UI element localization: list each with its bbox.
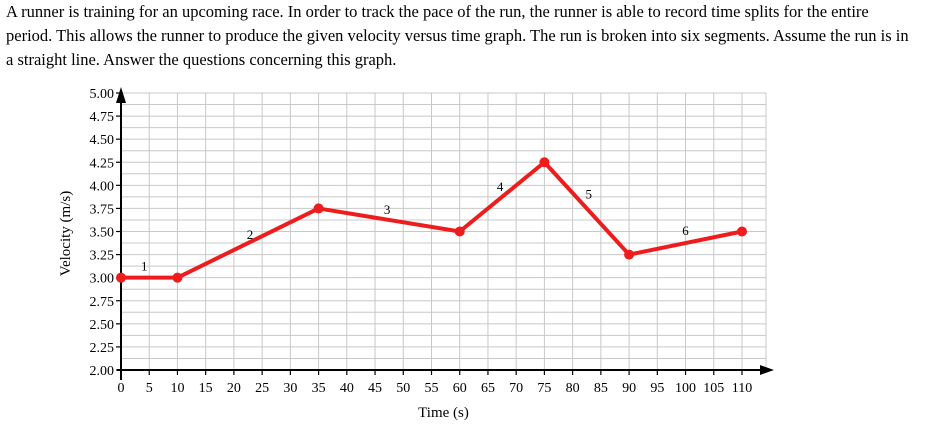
x-tick-label: 0 <box>118 381 125 396</box>
data-point <box>313 203 324 214</box>
data-point <box>624 249 635 260</box>
y-tick-label: 3.00 <box>90 272 115 287</box>
data-point <box>737 226 747 237</box>
x-tick-label: 100 <box>675 381 696 396</box>
y-tick-label: 2.00 <box>90 364 115 379</box>
segment-label: 4 <box>497 179 504 194</box>
y-tick-label: 2.75 <box>90 295 115 310</box>
x-tick-label: 75 <box>537 381 551 396</box>
x-tick-label: 10 <box>170 381 184 396</box>
x-axis-arrow <box>760 365 774 375</box>
x-tick-label: 55 <box>425 381 439 396</box>
velocity-series <box>116 157 747 283</box>
x-tick-label: 50 <box>396 381 410 396</box>
x-tick-label: 40 <box>340 381 354 396</box>
data-point <box>454 226 465 237</box>
y-tick-label: 4.50 <box>90 133 115 148</box>
x-tick-label: 35 <box>312 381 326 396</box>
x-tick-label: 80 <box>566 381 580 396</box>
data-point <box>172 272 183 283</box>
segment-label: 5 <box>586 186 593 201</box>
y-axis-label: Velocity (m/s) <box>58 191 74 276</box>
x-tick-label: 65 <box>481 381 495 396</box>
x-tick-label: 15 <box>199 381 213 396</box>
y-tick-label: 3.50 <box>90 226 115 241</box>
chart-axes <box>116 87 774 380</box>
y-tick-label: 4.25 <box>90 156 115 171</box>
y-tick-label: 2.25 <box>90 341 115 356</box>
x-tick-label: 45 <box>368 381 382 396</box>
y-axis-ticks: 2.00 2.25 2.50 2.75 3.00 3.25 3.50 3.75 4.00 4.25… <box>90 87 121 379</box>
segment-labels: 1 2 3 4 5 6 <box>141 179 689 274</box>
y-tick-label: 2.50 <box>90 318 115 333</box>
segment-label: 2 <box>247 227 254 242</box>
x-tick-label: 105 <box>703 381 724 396</box>
y-tick-label: 5.00 <box>90 87 115 102</box>
y-tick-label: 3.25 <box>90 249 115 264</box>
y-tick-label: 3.75 <box>90 202 115 217</box>
x-axis-label: Time (s) <box>418 405 469 421</box>
x-tick-label: 95 <box>650 381 664 396</box>
segment-label: 6 <box>682 223 689 238</box>
x-tick-label: 90 <box>622 381 636 396</box>
x-tick-label: 70 <box>509 381 523 396</box>
segment-label: 1 <box>141 259 148 274</box>
y-tick-label: 4.00 <box>90 179 115 194</box>
y-tick-label: 4.75 <box>90 110 115 125</box>
x-tick-label: 85 <box>594 381 608 396</box>
x-tick-label: 110 <box>732 381 752 396</box>
data-point <box>116 272 126 283</box>
chart-grid <box>120 92 767 371</box>
x-axis-ticks: 0 5 10 15 20 25 30 35 40 45 50 55 60 65 70 75 80 85 90 95 10… <box>118 370 752 396</box>
data-point <box>539 157 550 168</box>
x-tick-label: 5 <box>146 381 153 396</box>
segment-label: 3 <box>384 202 391 217</box>
problem-text: A runner is training for an upcoming rac… <box>6 2 909 69</box>
x-tick-label: 25 <box>255 381 269 396</box>
y-axis-arrow <box>116 87 126 103</box>
x-tick-label: 30 <box>283 381 297 396</box>
x-tick-label: 60 <box>453 381 467 396</box>
x-tick-label: 20 <box>227 381 241 396</box>
